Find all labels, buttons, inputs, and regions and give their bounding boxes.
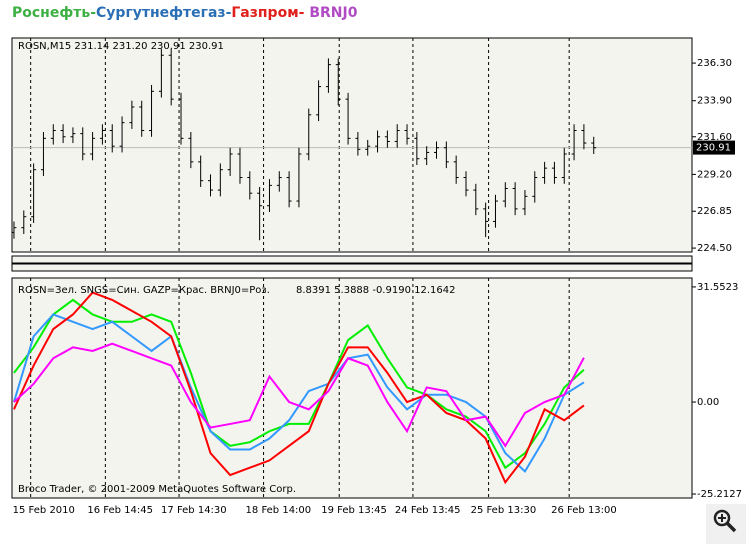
- x-tick-label: 26 Feb 13:00: [551, 505, 617, 516]
- panel-separator: [11, 263, 693, 272]
- indicator-line: [13, 298, 585, 470]
- y-tick-label: 229.20: [697, 169, 732, 180]
- title-part: -: [299, 5, 305, 21]
- y-tick-label: 236.30: [697, 58, 732, 69]
- title-part: Роснефть: [12, 5, 90, 21]
- x-tick-label: 17 Feb 14:30: [161, 505, 227, 516]
- zoom-lens: [713, 509, 731, 527]
- zoom-handle: [725, 521, 737, 533]
- zoom-icon[interactable]: [706, 504, 746, 544]
- title-part: BRNJ0: [304, 5, 357, 21]
- indicator-panel: [11, 277, 693, 499]
- indicator-header: ROSN=Зел. SNGS=Син. GAZP=Крас. BRNJ0=Роз…: [18, 285, 270, 296]
- y-tick-label: 226.85: [697, 206, 732, 217]
- indicator-line: [13, 342, 585, 448]
- x-tick-label: 15 Feb 2010: [13, 505, 75, 516]
- title-part: -: [226, 5, 232, 21]
- title-part: Газпром: [231, 5, 298, 21]
- symbol-header: ROSN,M15 231.14 231.20 230.91 230.91: [18, 41, 224, 52]
- x-tick-label: 24 Feb 13:45: [395, 505, 461, 516]
- y-tick-label: 31.5523: [697, 282, 738, 293]
- panel-separator: [11, 255, 693, 264]
- title-part: -: [90, 5, 96, 21]
- y-tick-label: 231.60: [697, 132, 732, 143]
- indicator-values: 8.8391 5.3888 -0.9190 12.1642: [296, 285, 455, 296]
- y-tick-label: -25.2127: [697, 489, 742, 500]
- title-part: Сургутнефтегаз: [96, 5, 226, 21]
- x-tick-label: 18 Feb 14:00: [246, 505, 312, 516]
- y-tick-label: 224.50: [697, 243, 732, 254]
- x-tick-label: 19 Feb 13:45: [321, 505, 387, 516]
- y-tick-label: 233.90: [697, 96, 732, 107]
- last-price-label: 230.91: [696, 143, 731, 154]
- marks: [11, 38, 696, 498]
- last-price-box: [693, 140, 735, 155]
- page-title: Роснефть-Сургутнефтегаз-Газпром- BRNJ0: [12, 5, 358, 21]
- copyright: Broco Trader, © 2001-2009 MetaQuotes Sof…: [18, 484, 296, 495]
- indicator-line: [13, 291, 585, 485]
- y-tick-label: 0.00: [697, 397, 719, 408]
- x-tick-label: 16 Feb 14:45: [87, 505, 153, 516]
- x-tick-label: 25 Feb 13:30: [471, 505, 537, 516]
- price-panel: [11, 37, 693, 253]
